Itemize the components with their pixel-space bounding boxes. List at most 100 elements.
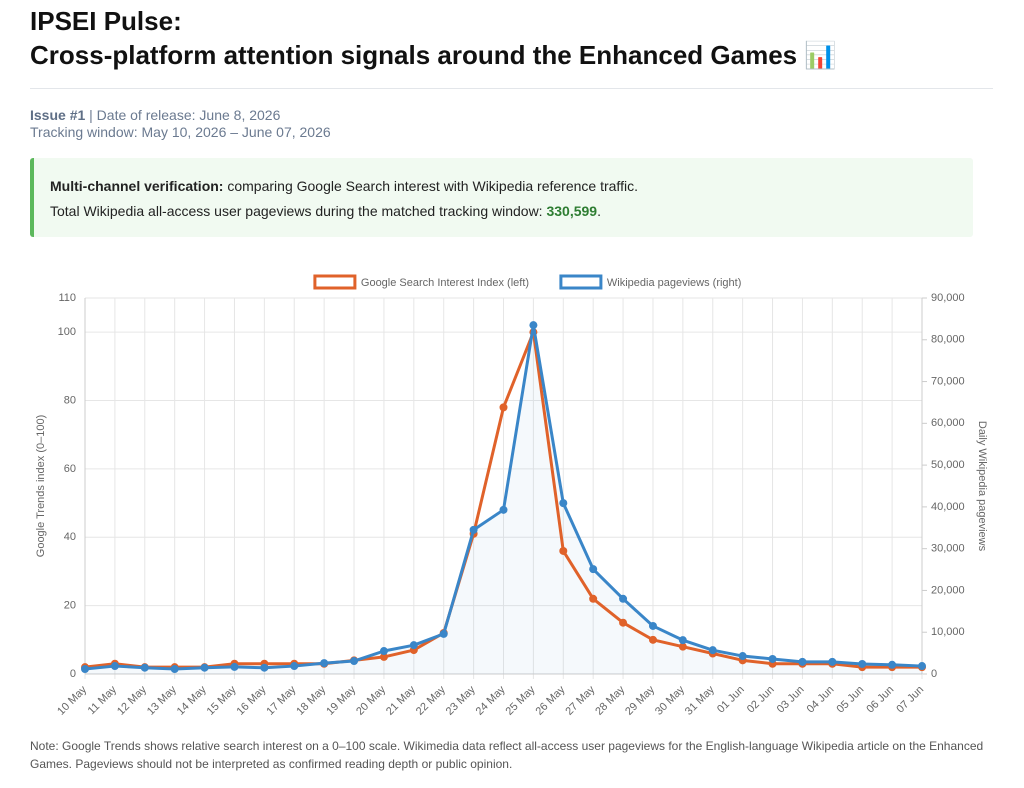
legend-swatch (313, 274, 357, 290)
data-point (589, 594, 598, 603)
x-tick-label: 27 May (563, 683, 597, 717)
data-point (379, 647, 388, 656)
x-tick-label: 15 May (205, 683, 239, 717)
data-point (678, 642, 687, 651)
issue: Issue #1 (30, 107, 86, 123)
divider (30, 88, 993, 89)
x-tick-label: 10 May (55, 683, 89, 717)
y-tick-label: 20 (64, 600, 76, 612)
data-point (918, 662, 926, 671)
data-point (828, 657, 837, 666)
x-tick-label: 29 May (623, 683, 657, 717)
data-point (230, 662, 239, 671)
data-point (379, 652, 388, 661)
y2-tick-label: 40,000 (931, 501, 965, 513)
y2-tick-label: 20,000 (931, 584, 965, 596)
y2-tick-label: 50,000 (931, 459, 965, 471)
x-tick-label: 02 Jun (745, 684, 777, 716)
x-tick-label: 11 May (86, 683, 120, 717)
y2-tick-label: 90,000 (931, 292, 965, 304)
x-tick-label: 21 May (384, 683, 418, 717)
y-tick-label: 0 (70, 668, 76, 680)
meta: Issue #1 | Date of release: June 8, 2026… (30, 107, 331, 141)
y-tick-label: 40 (64, 531, 76, 543)
x-tick-label: 26 May (533, 683, 567, 717)
y2-tick-label: 30,000 (931, 543, 965, 555)
x-tick-label: 14 May (175, 683, 209, 717)
data-point (200, 663, 209, 672)
x-tick-label: 01 Jun (715, 684, 747, 716)
issue-line: Issue #1 | Date of release: June 8, 2026 (30, 107, 331, 124)
data-point (648, 621, 657, 630)
y-tick-label: 100 (58, 326, 76, 338)
callout-text: Total Wikipedia all-access user pageview… (50, 203, 547, 219)
data-point (529, 321, 538, 330)
x-tick-label: 23 May (444, 683, 478, 717)
title-line: Cross-platform attention signals around … (30, 40, 837, 70)
legend-label: Google Search Interest Index (left) (361, 277, 529, 289)
callout: Multi-channel verification: comparing Go… (30, 158, 973, 237)
data-point (619, 594, 628, 603)
data-point (738, 652, 747, 661)
x-tick-label: 05 Jun (835, 684, 867, 716)
chart: 0 20 40 60 80 100 110 0 10,000 20,000 30,000 40,000… (35, 274, 988, 718)
title-line: IPSEI Pulse: (30, 6, 182, 36)
data-point (140, 663, 149, 672)
data-point (888, 660, 897, 669)
y2-tick-label: 70,000 (931, 375, 965, 387)
data-point (110, 662, 119, 671)
x-tick-label: 12 May (115, 683, 149, 717)
x-tick-label: 06 Jun (864, 684, 896, 716)
data-point (648, 635, 657, 644)
y-tick-label: 60 (64, 463, 76, 475)
y2-axis-title: Daily Wikipedia pageviews (976, 421, 988, 552)
x-tick-label: 18 May (294, 683, 328, 717)
y-tick-label: 80 (64, 394, 76, 406)
x-tick-label: 13 May (145, 683, 179, 717)
x-tick-label: 22 May (414, 683, 448, 717)
data-point (768, 654, 777, 663)
x-tick-label: 30 May (653, 683, 687, 717)
data-point (260, 663, 269, 672)
data-point (409, 641, 418, 650)
callout-lead: Multi-channel verification: (50, 178, 224, 194)
data-point (320, 659, 329, 668)
x-tick-label: 04 Jun (805, 684, 837, 716)
window: Tracking window: May 10, 2026 – June 07,… (30, 124, 331, 140)
total-pageviews: 330,599 (546, 203, 598, 219)
data-point (559, 546, 568, 555)
x-tick-label: 17 May (264, 683, 298, 717)
x-tick-label: 16 May (235, 683, 269, 717)
data-point (170, 664, 179, 673)
y-tick-label: 110 (58, 292, 76, 304)
data-point (589, 565, 598, 574)
x-tick-label: 28 May (593, 683, 627, 717)
note: Note: Google Trends shows relative searc… (30, 739, 984, 771)
legend-label: Wikipedia pageviews (right) (607, 277, 742, 289)
y2-tick-label: 80,000 (931, 334, 965, 346)
data-point (619, 618, 628, 627)
callout-text: comparing Google Search interest with Wi… (223, 178, 638, 194)
x-tick-label: 31 May (683, 683, 717, 717)
y2-tick-label: 60,000 (931, 417, 965, 429)
y2-tick-label: 10,000 (931, 626, 965, 638)
x-tick-label: 20 May (354, 683, 388, 717)
y-axis-title: Google Trends index (0–100) (35, 415, 47, 557)
area-fill (85, 325, 922, 674)
data-point (858, 659, 867, 668)
callout-line: Total Wikipedia all-access user pageview… (50, 199, 973, 224)
callout-line: Multi-channel verification: comparing Go… (50, 174, 973, 199)
data-point (290, 662, 299, 671)
data-point (439, 629, 448, 638)
legend-swatch (559, 274, 603, 290)
data-point (81, 664, 89, 673)
x-tick-label: 19 May (324, 683, 358, 717)
x-tick-label: 25 May (504, 683, 538, 717)
data-point (708, 646, 717, 655)
data-point (678, 636, 687, 645)
x-tick-label: 24 May (474, 683, 508, 717)
data-point (499, 505, 508, 514)
x-tick-label: 07 Jun (894, 684, 926, 716)
data-point (559, 499, 568, 508)
